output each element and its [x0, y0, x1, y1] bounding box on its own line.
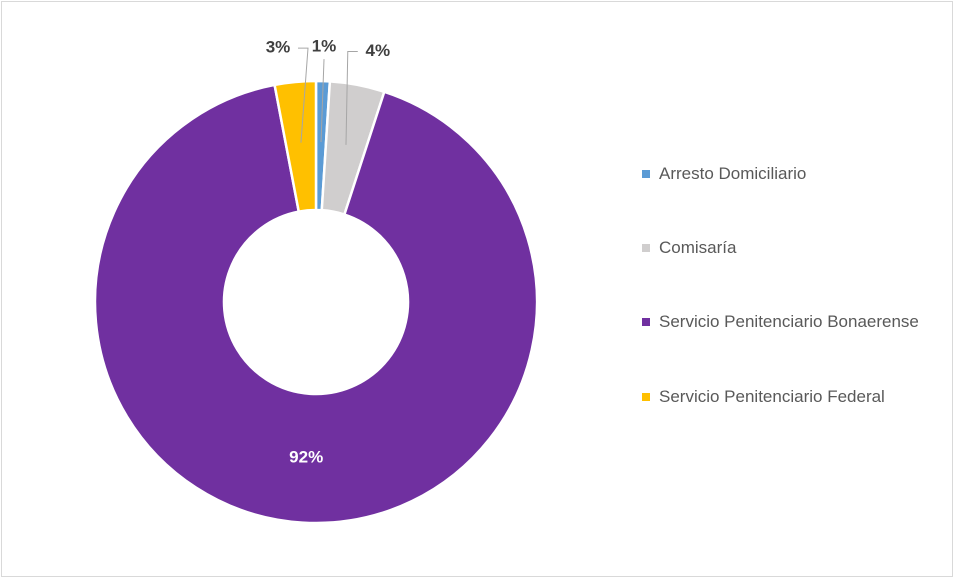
legend-item: Comisaría — [640, 236, 929, 260]
legend-swatch — [642, 318, 650, 326]
donut-slice — [93, 83, 539, 525]
legend-item: Arresto Domiciliario — [640, 162, 929, 186]
legend-swatch — [642, 244, 650, 252]
legend-item: Servicio Penitenciario Federal — [640, 385, 929, 409]
legend-item: Servicio Penitenciario Bonaerense — [640, 310, 929, 334]
legend-label: Servicio Penitenciario Federal — [659, 387, 885, 406]
donut-slice — [273, 79, 318, 214]
leader-line — [320, 59, 325, 143]
data-label: 3% — [266, 38, 291, 57]
data-label: 4% — [365, 41, 390, 60]
leader-line — [298, 47, 309, 143]
legend-label: Comisaría — [659, 238, 737, 257]
data-label: 92% — [289, 448, 323, 467]
legend-label: Servicio Penitenciario Bonaerense — [659, 312, 919, 331]
legend-label: Arresto Domiciliario — [659, 164, 807, 183]
leader-line — [345, 51, 358, 145]
data-label: 1% — [312, 37, 337, 56]
legend-swatch — [642, 393, 650, 401]
legend-swatch — [642, 170, 650, 178]
